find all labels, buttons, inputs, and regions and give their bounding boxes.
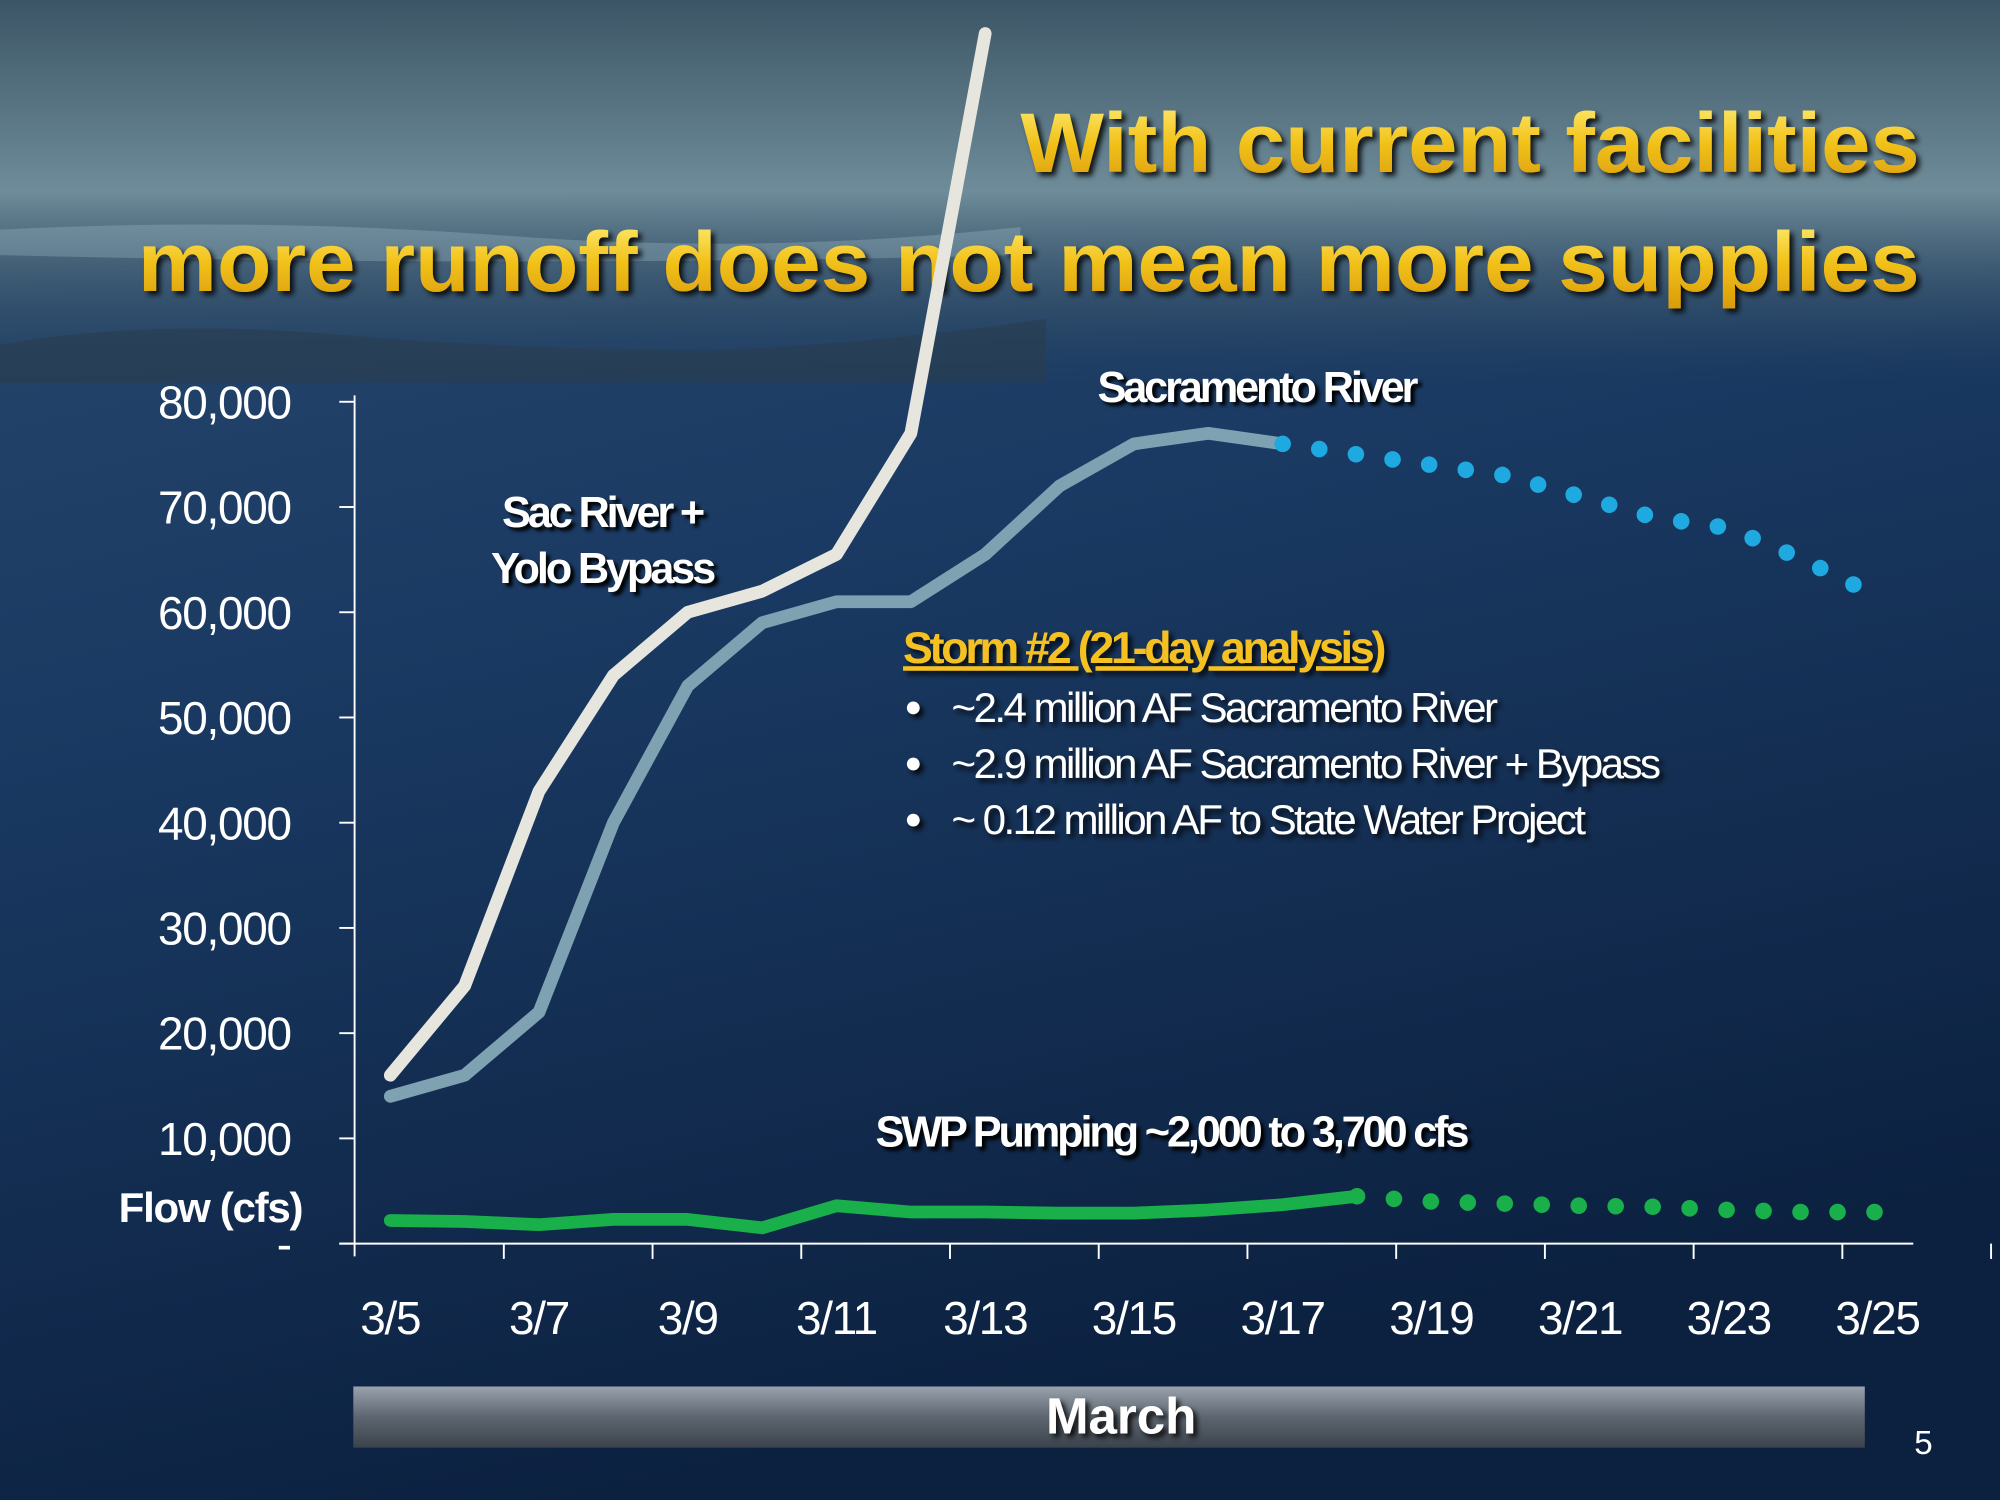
x-tick-label: 3/23 bbox=[1687, 1292, 1771, 1344]
x-axis-label: March bbox=[1046, 1388, 1196, 1445]
x-tick-label: 3/13 bbox=[943, 1292, 1027, 1344]
series-label-box: Sac River + Yolo Bypass bbox=[491, 488, 716, 594]
y-tick-label: 20,000 bbox=[158, 1008, 291, 1060]
x-tick-label: 3/15 bbox=[1092, 1292, 1176, 1344]
series-line bbox=[1348, 1187, 1886, 1221]
title: With current facilities more runoff does… bbox=[138, 96, 1920, 309]
series-line bbox=[383, 27, 992, 1082]
annotation-bullet: ~2.4 million AF Sacramento River bbox=[952, 684, 1498, 731]
y-tick-label: 80,000 bbox=[158, 376, 291, 428]
annotation-heading: Storm #2 (21-day analysis) bbox=[903, 624, 1384, 673]
bullet bbox=[906, 757, 920, 771]
x-tick-label: 3/17 bbox=[1241, 1292, 1325, 1344]
series-line bbox=[1274, 435, 1886, 605]
title-line: With current facilities bbox=[1020, 96, 1919, 190]
title-line: more runoff does not mean more supplies bbox=[138, 215, 1920, 309]
plot: - 10,000 20,000 30,000 40,000 50,000 60,000 70,… bbox=[158, 27, 1993, 1344]
landscape-water bbox=[0, 224, 1021, 262]
y-tick-label: 30,000 bbox=[158, 903, 291, 955]
series-label-box: Sacramento River bbox=[1097, 363, 1418, 412]
series-label-box: SWP Pumping ~2,000 to 3,700 cfs bbox=[875, 1108, 1469, 1157]
landscape-shore bbox=[0, 318, 1046, 383]
series-label: Sacramento River bbox=[1097, 363, 1418, 412]
x-tick-label: 3/9 bbox=[658, 1292, 718, 1344]
landscape bbox=[0, 0, 2000, 383]
annotation: Storm #2 (21-day analysis) ~2.4 million … bbox=[903, 624, 1662, 843]
x-tick-label: 3/19 bbox=[1389, 1292, 1473, 1344]
y-tick-label: 70,000 bbox=[158, 482, 291, 534]
series-line bbox=[383, 426, 1290, 1103]
y-axis-label: Flow (cfs) bbox=[119, 1184, 303, 1231]
annotation-bullet: ~ 0.12 million AF to State Water Project bbox=[952, 796, 1587, 843]
series-line bbox=[383, 1189, 1364, 1235]
x-axis-label-bar bbox=[353, 1386, 1865, 1448]
bullet bbox=[906, 813, 920, 827]
series-label: SWP Pumping ~2,000 to 3,700 cfs bbox=[875, 1108, 1469, 1157]
bullet bbox=[906, 701, 920, 715]
x-tick-label: 3/7 bbox=[509, 1292, 569, 1344]
x-tick-label: 3/5 bbox=[360, 1292, 420, 1344]
y-tick-label: 10,000 bbox=[158, 1113, 291, 1165]
y-tick-label: 40,000 bbox=[158, 797, 291, 849]
y-tick-label: - bbox=[277, 1218, 291, 1270]
page-number: 5 bbox=[1914, 1425, 1932, 1462]
x-tick-label: 3/21 bbox=[1538, 1292, 1622, 1344]
annotation-bullet: ~2.9 million AF Sacramento River + Bypas… bbox=[952, 740, 1660, 787]
y-tick-label: 50,000 bbox=[158, 692, 291, 744]
series-label: Sac River + Yolo Bypass bbox=[491, 488, 716, 594]
x-tick-label: 3/25 bbox=[1835, 1292, 1919, 1344]
x-tick-label: 3/11 bbox=[796, 1292, 877, 1344]
y-tick-label: 60,000 bbox=[158, 587, 291, 639]
